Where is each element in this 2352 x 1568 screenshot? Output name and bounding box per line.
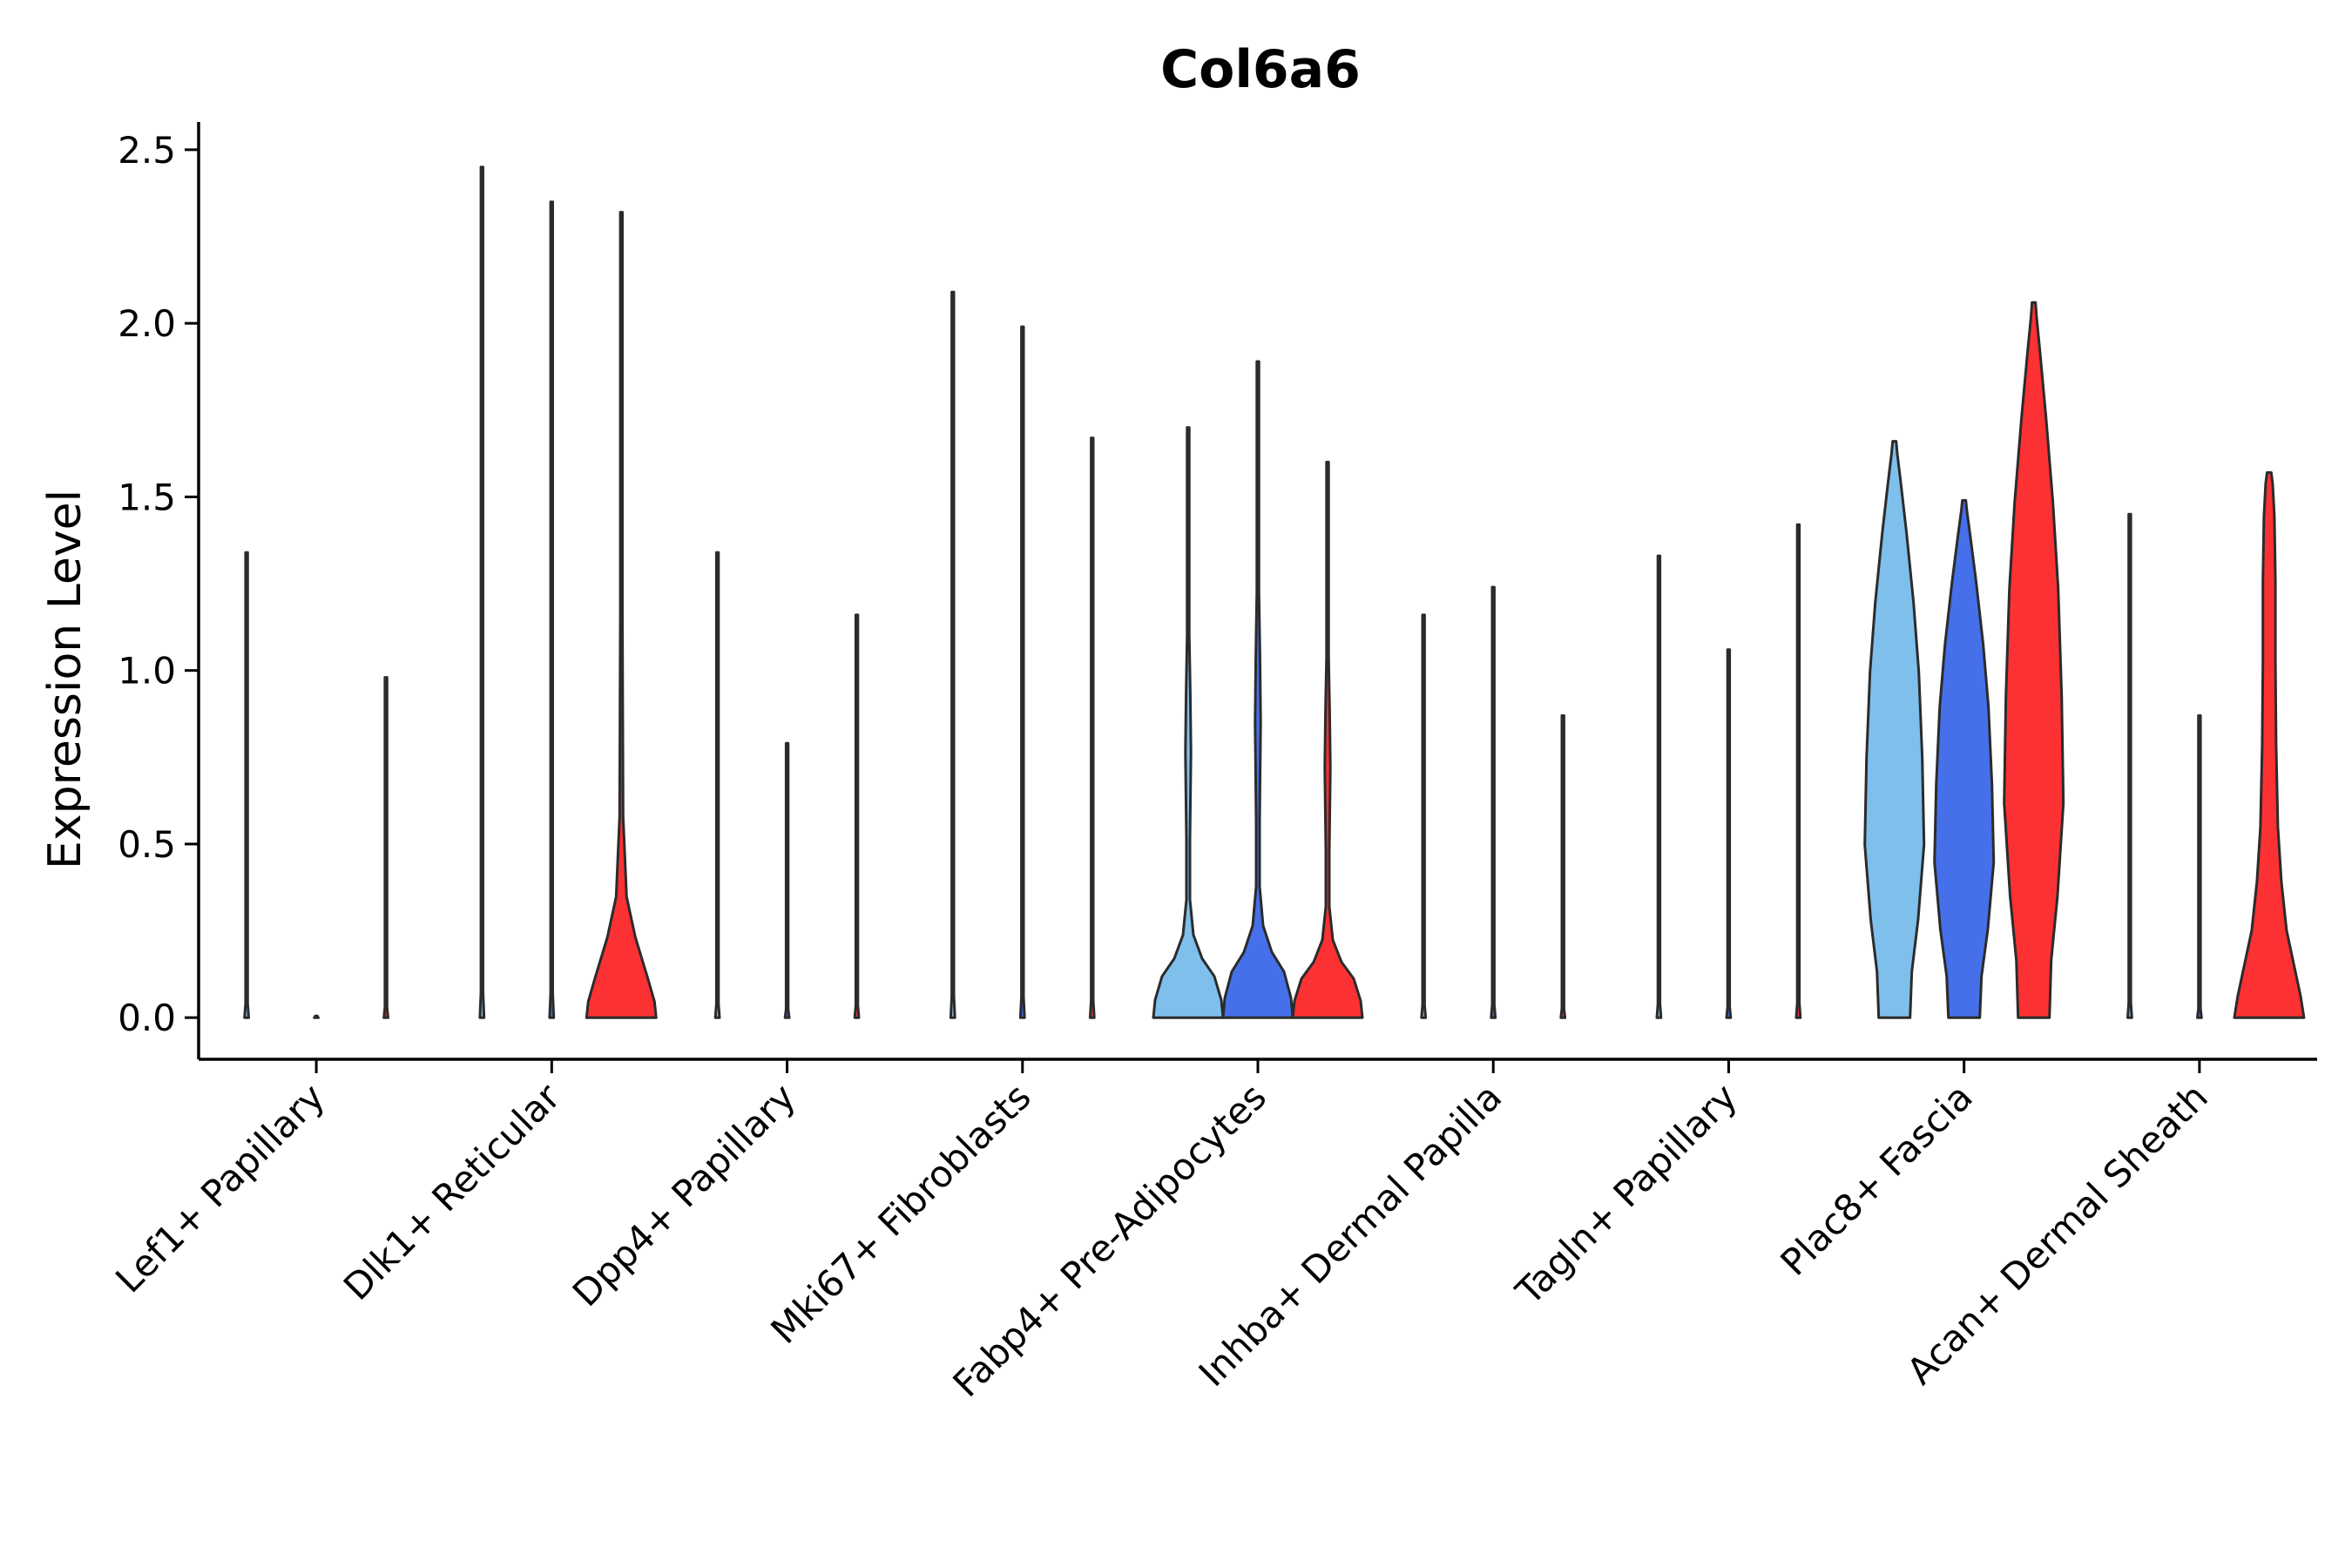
- violin-5-series-2: [1221, 360, 1294, 1019]
- violin-9-series-1: [2126, 512, 2133, 1019]
- violin-layer: [243, 166, 2306, 1019]
- violin-2-series-1: [478, 166, 486, 1019]
- violin-2-series-3: [585, 211, 658, 1019]
- violin-7-series-1: [1655, 554, 1663, 1019]
- violin-2-series-2: [548, 200, 556, 1019]
- violin-9-series-2: [2196, 714, 2203, 1019]
- violin-8-series-2: [1933, 498, 1996, 1019]
- x-tick-label: Lef1+ Papillary: [107, 1075, 333, 1301]
- violin-6-series-3: [1559, 714, 1567, 1019]
- violin-7-series-2: [1725, 648, 1733, 1019]
- violin-4-series-1: [949, 290, 956, 1019]
- x-tick-label: Tagln+ Papillary: [1507, 1075, 1745, 1313]
- y-tick-label: 0.5: [118, 823, 176, 866]
- violin-9-series-3: [2233, 471, 2306, 1019]
- violin-4-series-2: [1018, 325, 1026, 1019]
- violin-5-series-3: [1291, 461, 1364, 1019]
- violin-8-series-3: [2003, 301, 2065, 1019]
- y-tick-label: 2.5: [118, 129, 176, 172]
- violin-5-series-1: [1152, 426, 1225, 1019]
- x-tick-label: Plac8+ Fascia: [1772, 1075, 1980, 1283]
- x-tick-label: Dlk1+ Reticular: [335, 1075, 569, 1308]
- violin-1-series-1: [243, 551, 250, 1019]
- violin-6-series-2: [1490, 585, 1497, 1019]
- y-tick-label: 1.0: [118, 650, 176, 693]
- violin-7-series-3: [1794, 523, 1802, 1019]
- violin-3-series-3: [853, 613, 861, 1019]
- y-axis-label: Expression Level: [39, 490, 91, 869]
- violin-4-series-3: [1088, 436, 1096, 1019]
- y-tick-label: 2.0: [118, 302, 176, 345]
- x-tick-label: Mki67+ Fibroblasts: [762, 1075, 1038, 1351]
- violin-3-series-1: [713, 551, 721, 1019]
- y-tick-label: 0.0: [118, 997, 176, 1039]
- y-tick-label: 1.5: [118, 476, 176, 518]
- violin-6-series-1: [1420, 613, 1428, 1019]
- violin-1-series-3: [382, 676, 389, 1019]
- chart-title: Col6a6: [1160, 39, 1361, 100]
- violin-3-series-2: [783, 741, 791, 1019]
- violin-8-series-1: [1863, 440, 1926, 1019]
- x-tick-label: Dpp4+ Papillary: [564, 1075, 804, 1315]
- violin-1-series-2: [313, 1014, 320, 1019]
- y-ticks: 0.0 0.5 1.0 1.5 2.0 2.5: [118, 129, 199, 1039]
